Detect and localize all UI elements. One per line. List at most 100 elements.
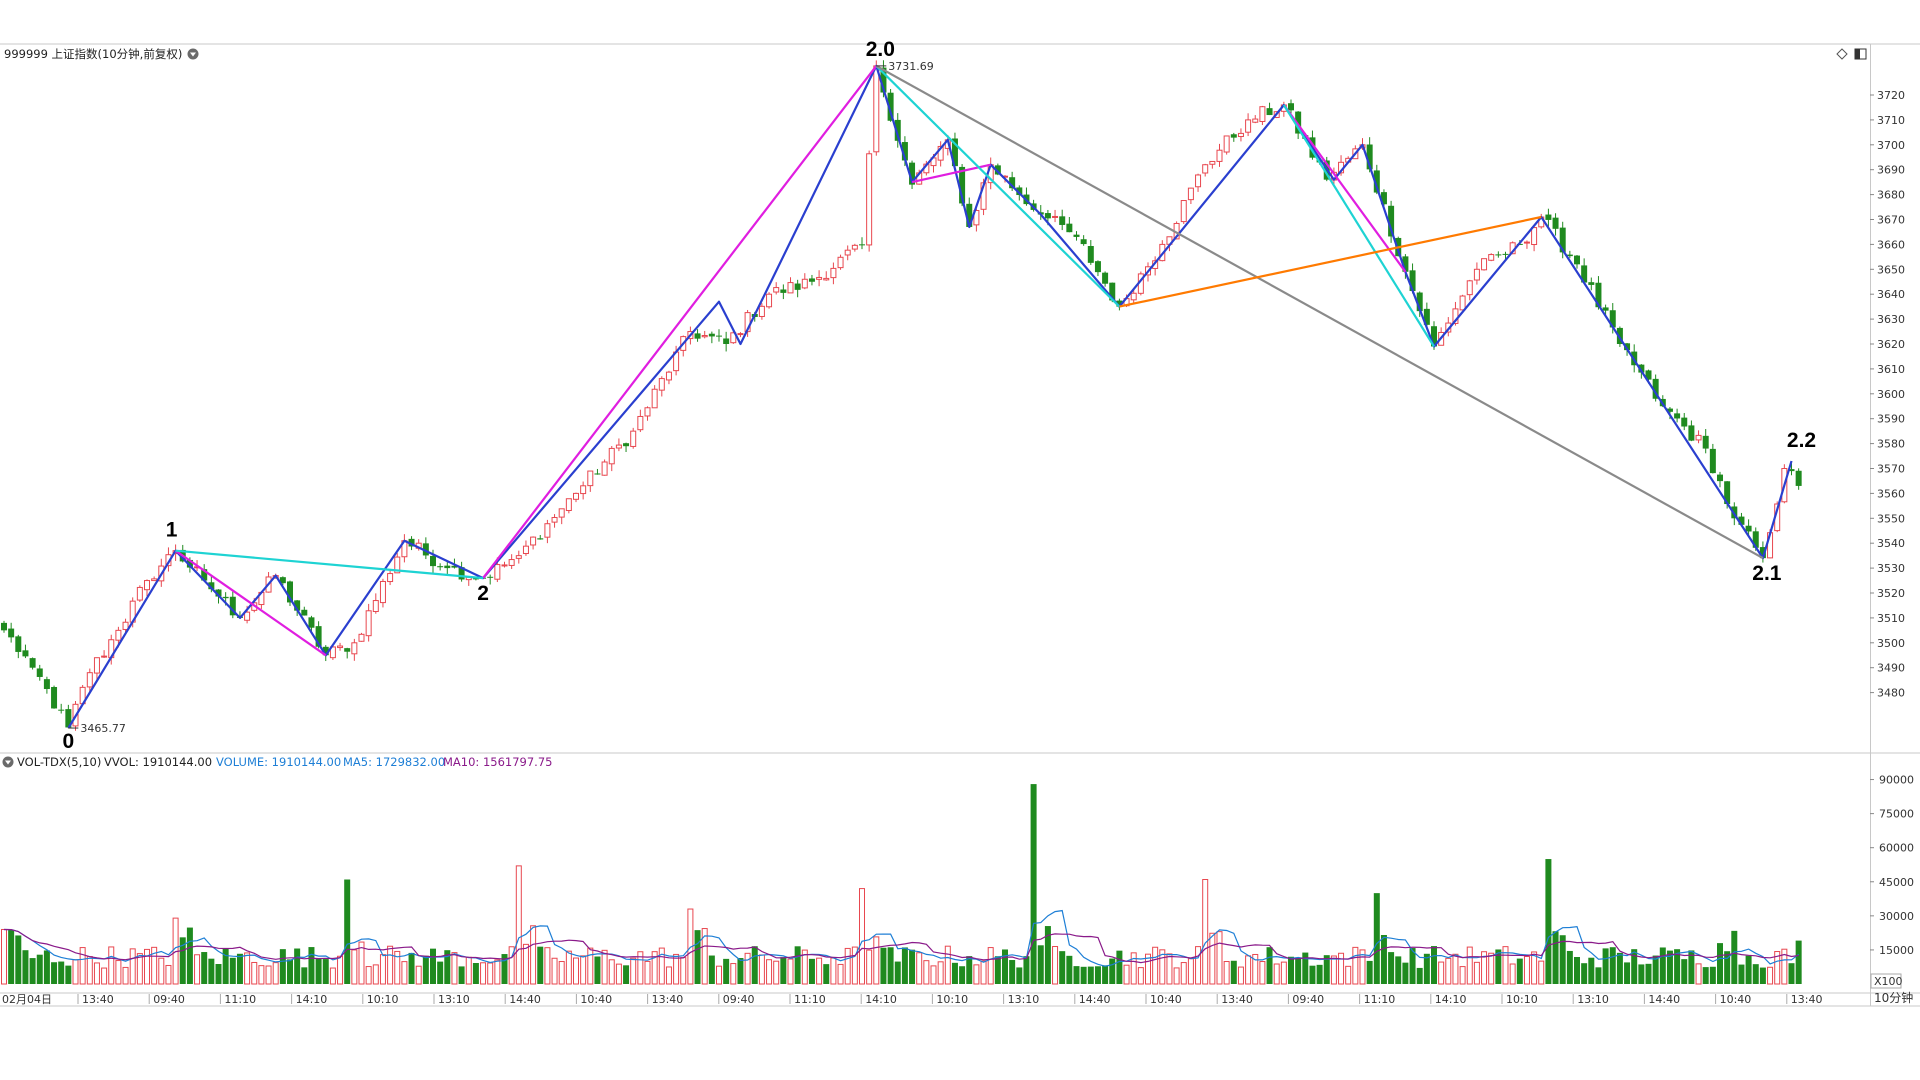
volume-bar xyxy=(551,957,558,985)
volume-bar xyxy=(1638,964,1645,984)
volume-bar xyxy=(72,959,79,985)
volume-bar xyxy=(329,967,336,985)
candle-body xyxy=(551,517,558,523)
volume-bar xyxy=(716,965,722,985)
candle-body xyxy=(1752,531,1759,548)
volume-bar xyxy=(65,965,72,984)
volume-bar xyxy=(501,954,508,984)
candle-body xyxy=(594,473,601,475)
volume-bar xyxy=(165,964,172,985)
volume-bar xyxy=(394,950,401,985)
panel-toggle-icon[interactable] xyxy=(1854,48,1867,60)
candle-body xyxy=(1473,268,1480,281)
candle-body xyxy=(558,508,565,518)
candle-body xyxy=(737,333,744,336)
candle-body xyxy=(301,609,308,616)
volume-bar xyxy=(708,955,715,984)
candle-body xyxy=(487,576,494,578)
candle-body xyxy=(308,617,315,628)
time-tick-label: 13:40 xyxy=(1221,993,1253,1006)
volume-bar xyxy=(1159,949,1166,985)
candle-body xyxy=(1044,213,1051,219)
time-tick-label: 10:10 xyxy=(1506,993,1538,1006)
volume-bar xyxy=(1345,965,1352,985)
diamond-icon[interactable] xyxy=(1836,48,1848,60)
candle-body xyxy=(1602,307,1609,311)
volume-bar xyxy=(751,946,758,984)
volume-bar xyxy=(208,958,215,984)
candle-body xyxy=(816,276,823,280)
volume-bar xyxy=(1602,948,1609,984)
volume-bar xyxy=(866,949,873,985)
volume-bar xyxy=(108,946,115,985)
candle-body xyxy=(1237,132,1244,138)
candle-body xyxy=(294,600,301,611)
volume-bar xyxy=(744,952,751,985)
volume-bar xyxy=(1288,956,1294,984)
candle-body xyxy=(136,586,143,601)
candle-body xyxy=(966,203,973,227)
candle-body xyxy=(1252,118,1259,123)
candle-body xyxy=(801,278,808,289)
price-tick-label: 3690 xyxy=(1877,164,1905,177)
volume-bar xyxy=(1616,952,1623,984)
vol-dropdown-icon[interactable] xyxy=(2,756,14,768)
candle-body xyxy=(1788,469,1795,472)
volume-bar xyxy=(115,960,122,985)
price-tick-label: 3560 xyxy=(1877,487,1905,500)
vol-tick-label: 15000 xyxy=(1879,944,1914,957)
volume-bar xyxy=(830,957,837,985)
time-tick-label: 11:10 xyxy=(224,993,256,1006)
volume-bar xyxy=(823,964,830,984)
volume-bar xyxy=(1130,952,1137,985)
candle-body xyxy=(1795,470,1802,486)
price-tick-label: 3570 xyxy=(1877,463,1905,476)
candle-body xyxy=(1702,435,1709,449)
candle-body xyxy=(1495,254,1502,256)
title-dropdown-icon[interactable] xyxy=(187,48,199,60)
candle-body xyxy=(723,338,730,344)
candle-body xyxy=(973,210,980,226)
candle-body xyxy=(1745,525,1752,532)
volume-bar xyxy=(465,956,472,985)
high-price-label: 3731.69 xyxy=(888,60,934,73)
candle-body xyxy=(1724,481,1731,505)
volume-bar xyxy=(1266,947,1273,984)
volume-bar xyxy=(451,952,458,985)
period-label[interactable]: 10分钟 xyxy=(1874,990,1913,1005)
volume-bar xyxy=(1202,879,1209,985)
candle-body xyxy=(1,622,7,631)
volume-bar xyxy=(808,958,815,984)
candle-body xyxy=(430,555,436,567)
volume-bar xyxy=(8,929,15,984)
wave-line-magenta xyxy=(482,65,878,579)
volume-bar xyxy=(480,962,487,985)
volume-bar xyxy=(573,957,579,985)
candle-body xyxy=(880,67,887,93)
volume-bar xyxy=(308,947,315,984)
candle-body xyxy=(93,657,100,674)
candle-body xyxy=(544,523,551,538)
low-price-label: 3465.77 xyxy=(80,722,126,735)
candle-body xyxy=(1552,217,1559,229)
price-tick-label: 3520 xyxy=(1877,587,1905,600)
volume-bar xyxy=(1216,931,1223,985)
volume-bar xyxy=(1145,953,1151,985)
volume-bar xyxy=(144,948,150,985)
candle-body xyxy=(1366,144,1373,170)
volume-bar xyxy=(651,951,658,985)
price-tick-label: 3600 xyxy=(1877,388,1905,401)
candle-body xyxy=(472,578,479,580)
volume-bar xyxy=(508,946,515,985)
volume-bar xyxy=(1052,946,1059,985)
time-tick-label: 13:40 xyxy=(82,993,114,1006)
price-tick-label: 3510 xyxy=(1877,612,1905,625)
time-tick-label: 14:10 xyxy=(865,993,897,1006)
candle-body xyxy=(530,536,537,546)
candle-body xyxy=(1180,200,1187,223)
volume-bar xyxy=(1645,963,1652,984)
volume-bar xyxy=(1388,952,1395,984)
candle-body xyxy=(580,485,587,495)
volume-bar xyxy=(179,937,186,984)
